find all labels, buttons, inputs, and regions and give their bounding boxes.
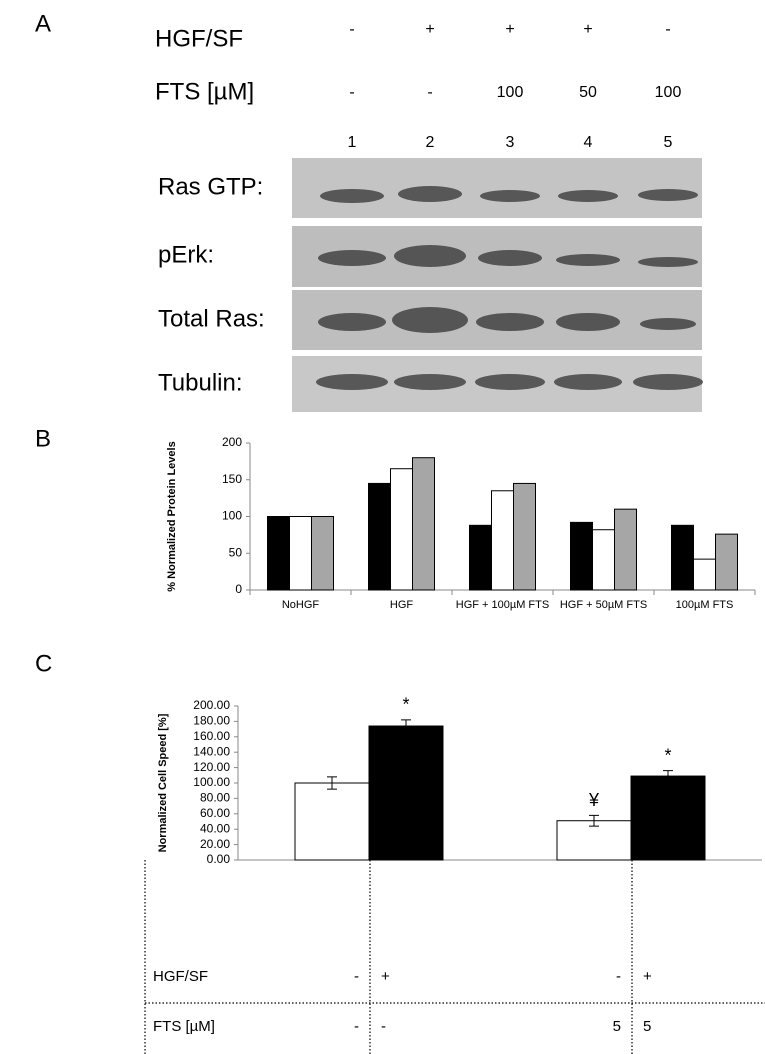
y-tick-label: 200.00	[193, 698, 230, 712]
y-axis-label: Normalized Cell Speed [%]	[157, 713, 169, 852]
significance-marker: ¥	[588, 790, 600, 810]
condition-label: HGF/SF	[155, 25, 243, 52]
table-row-label: FTS [µM]	[153, 1018, 215, 1035]
x-tick-label: 100µM FTS	[675, 599, 734, 611]
x-tick-label: NoHGF	[281, 599, 320, 611]
y-tick-label: 140.00	[193, 744, 230, 758]
y-tick-label: 180.00	[193, 714, 230, 728]
blot-image	[292, 158, 703, 412]
table-cell: +	[381, 968, 390, 985]
bar	[412, 457, 435, 591]
table-cell: -	[354, 1018, 359, 1035]
y-tick-label: 0	[235, 582, 242, 596]
table-cell: 5	[643, 1018, 651, 1035]
panel-letter: B	[35, 425, 51, 452]
table-cell: -	[381, 1018, 386, 1035]
condition-value: +	[425, 21, 434, 38]
y-tick-label: 200	[222, 435, 242, 449]
error-bar	[401, 719, 411, 733]
y-tick-label: 120.00	[193, 760, 230, 774]
y-tick-label: 150	[222, 472, 242, 486]
blot-label: Tubulin:	[158, 369, 243, 396]
error-bar	[327, 776, 337, 790]
y-tick-label: 80.00	[200, 791, 230, 805]
y-tick-label: 160.00	[193, 729, 230, 743]
condition-value: -	[665, 21, 670, 38]
y-tick-label: 50	[229, 545, 243, 559]
panel-letter: C	[35, 650, 52, 677]
bar	[513, 482, 536, 591]
table-cell: +	[643, 968, 652, 985]
bar	[715, 533, 738, 591]
bar	[267, 516, 290, 591]
condition-label: FTS [µM]	[155, 78, 254, 105]
y-tick-label: 100.00	[193, 775, 230, 789]
significance-marker: *	[664, 745, 671, 765]
lane-number: 4	[584, 134, 593, 151]
condition-value: -	[427, 84, 432, 101]
bar	[556, 820, 632, 861]
y-axis-label: % Normalized Protein Levels	[166, 441, 178, 591]
y-tick-label: 100	[222, 509, 242, 523]
bar	[469, 524, 492, 591]
lane-number: 1	[348, 134, 357, 151]
error-bar	[663, 770, 673, 782]
bar	[614, 508, 637, 591]
bar	[592, 529, 615, 591]
condition-value: 50	[579, 84, 597, 101]
x-tick-label: HGF + 50µM FTS	[559, 599, 648, 611]
y-tick-label: 40.00	[200, 821, 230, 835]
y-tick-label: 60.00	[200, 806, 230, 820]
panel-letter: A	[35, 10, 51, 37]
condition-value: 100	[497, 84, 524, 101]
lane-number: 3	[506, 134, 515, 151]
table-row-label: HGF/SF	[153, 968, 208, 985]
bar	[368, 482, 391, 591]
lane-number: 2	[426, 134, 435, 151]
bar	[693, 558, 716, 591]
bar	[671, 524, 694, 591]
condition-value: +	[505, 21, 514, 38]
significance-marker: *	[402, 695, 409, 715]
bar	[289, 516, 312, 591]
blot-label: Ras GTP:	[158, 173, 263, 200]
bar	[491, 490, 514, 591]
y-tick-label: 20.00	[200, 837, 230, 851]
bar	[570, 521, 593, 591]
condition-value: -	[349, 84, 354, 101]
x-tick-label: HGF	[389, 599, 414, 611]
bar	[311, 516, 334, 591]
error-bar	[589, 814, 599, 827]
bar	[390, 468, 413, 591]
blot-label: pErk:	[158, 241, 214, 268]
y-tick-label: 0.00	[207, 852, 231, 866]
condition-value: 100	[655, 84, 682, 101]
x-tick-label: HGF + 100µM FTS	[455, 599, 550, 611]
bar	[630, 775, 706, 861]
lane-number: 5	[664, 134, 673, 151]
table-cell: -	[354, 968, 359, 985]
table-cell: 5	[613, 1018, 621, 1035]
condition-value: +	[583, 21, 592, 38]
bar	[294, 782, 370, 861]
condition-value: -	[349, 21, 354, 38]
table-cell: -	[616, 968, 621, 985]
blot-label: Total Ras:	[158, 305, 265, 332]
bar	[368, 725, 444, 861]
